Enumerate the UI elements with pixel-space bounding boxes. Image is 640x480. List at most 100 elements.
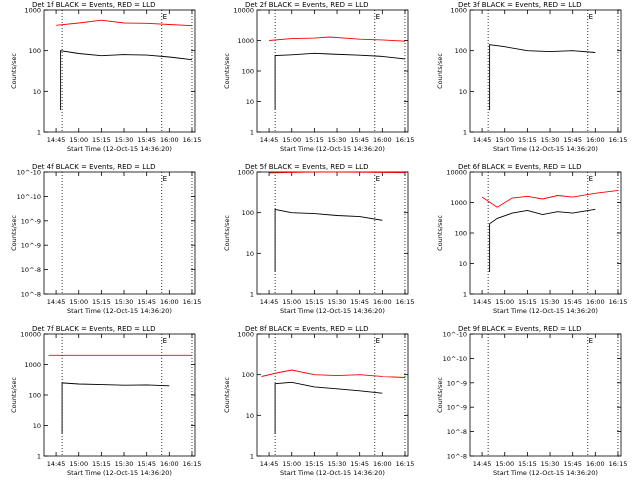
x-tick-label: 15:00 xyxy=(69,460,88,468)
y-axis-label: Counts/sec xyxy=(10,53,18,89)
y-tick-label: 10000 xyxy=(446,169,467,177)
y-tick-label: 10^-8 xyxy=(21,291,41,299)
plot-frame xyxy=(43,333,196,457)
y-tick-label: 10^-10 xyxy=(17,193,41,201)
x-axis-label: Start Time (12-Oct-15 14:36:20) xyxy=(280,469,385,477)
chart-title: Det 8f BLACK = Events, RED = LLD xyxy=(245,325,368,333)
x-tick-label: 15:45 xyxy=(563,136,582,144)
y-tick-label: 100 xyxy=(242,371,254,379)
chart-title: Det 2f BLACK = Events, RED = LLD xyxy=(245,1,368,9)
x-tick-label: 14:45 xyxy=(47,136,66,144)
y-tick-label: 100 xyxy=(242,68,254,76)
event-marker-label: E xyxy=(376,13,380,21)
events-series-line xyxy=(489,208,596,272)
x-tick-label: 16:00 xyxy=(160,298,179,306)
detector-chart: Det 3f BLACK = Events, RED = LLD 1 10 100 10… xyxy=(436,1,627,153)
y-tick-label: 1 xyxy=(250,129,254,137)
plot-frame xyxy=(256,9,409,133)
x-tick-label: 16:00 xyxy=(373,460,392,468)
x-tick-label: 14:45 xyxy=(473,298,492,306)
x-tick-label: 14:45 xyxy=(47,298,66,306)
lld-series-line xyxy=(56,19,193,27)
y-tick-label: 10^-10 xyxy=(443,331,467,339)
plot-frame xyxy=(43,171,196,295)
x-tick-label: 16:00 xyxy=(160,136,179,144)
x-tick-label: 16:15 xyxy=(609,460,628,468)
y-axis-label: Counts/sec xyxy=(223,53,231,89)
x-tick-label: 16:00 xyxy=(373,136,392,144)
x-tick-label: 16:00 xyxy=(373,298,392,306)
x-tick-label: 15:15 xyxy=(518,136,537,144)
lld-series-line xyxy=(269,171,406,174)
x-tick-label: 15:30 xyxy=(541,136,560,144)
y-tick-label: 10 xyxy=(246,412,254,420)
event-marker-label: E xyxy=(589,175,593,183)
event-marker-label: E xyxy=(376,337,380,345)
x-tick-label: 16:00 xyxy=(586,136,605,144)
y-axis-label: Counts/sec xyxy=(10,377,18,413)
x-tick-label: 16:15 xyxy=(183,298,202,306)
x-tick-label: 15:00 xyxy=(69,136,88,144)
events-series-line xyxy=(61,382,170,434)
plot-frame xyxy=(256,333,409,457)
x-tick-label: 15:00 xyxy=(282,136,301,144)
y-tick-label: 10 xyxy=(33,422,41,430)
y-tick-label: 1 xyxy=(250,291,254,299)
plot-frame xyxy=(469,333,622,457)
x-tick-label: 16:00 xyxy=(160,460,179,468)
x-tick-label: 15:45 xyxy=(350,460,369,468)
x-tick-label: 14:45 xyxy=(260,298,279,306)
y-tick-label: 10^-8 xyxy=(447,428,467,436)
detector-chart: Det 1f BLACK = Events, RED = LLD 1 10 100 10… xyxy=(10,1,201,153)
y-tick-label: 1000 xyxy=(450,7,467,15)
y-tick-label: 10^-10 xyxy=(17,169,41,177)
events-series-line xyxy=(60,50,193,110)
y-tick-label: 10^-8 xyxy=(21,266,41,274)
y-tick-label: 10^-9 xyxy=(447,404,467,412)
event-marker-label: E xyxy=(589,13,593,21)
y-tick-label: 1 xyxy=(37,453,41,461)
x-tick-label: 15:15 xyxy=(305,298,324,306)
y-tick-label: 100 xyxy=(29,47,41,55)
event-marker-label: E xyxy=(376,175,380,183)
x-tick-label: 15:30 xyxy=(115,298,134,306)
events-series-line xyxy=(274,52,406,110)
x-tick-label: 16:15 xyxy=(396,460,415,468)
x-tick-label: 15:15 xyxy=(92,298,111,306)
x-tick-label: 16:15 xyxy=(396,136,415,144)
y-tick-label: 10^-10 xyxy=(443,355,467,363)
chart-title: Det 3f BLACK = Events, RED = LLD xyxy=(458,1,581,9)
x-axis-label: Start Time (12-Oct-15 14:36:20) xyxy=(67,307,172,315)
y-tick-label: 100 xyxy=(455,230,467,238)
y-tick-label: 100 xyxy=(29,392,41,400)
y-axis-label: Counts/sec xyxy=(223,215,231,251)
x-tick-label: 15:15 xyxy=(92,460,111,468)
x-tick-label: 15:45 xyxy=(137,298,156,306)
y-tick-label: 10 xyxy=(246,250,254,258)
x-tick-label: 15:45 xyxy=(563,460,582,468)
x-tick-label: 16:00 xyxy=(586,298,605,306)
x-tick-label: 16:15 xyxy=(183,136,202,144)
detector-chart: Det 7f BLACK = Events, RED = LLD 1 10 100 10… xyxy=(10,325,201,477)
plot-frame xyxy=(469,9,622,133)
y-tick-label: 10^-9 xyxy=(447,379,467,387)
x-tick-label: 16:00 xyxy=(586,460,605,468)
x-tick-label: 15:30 xyxy=(115,136,134,144)
x-tick-label: 16:15 xyxy=(183,460,202,468)
y-tick-label: 10 xyxy=(459,260,467,268)
x-tick-label: 14:45 xyxy=(47,460,66,468)
y-axis-label: Counts/sec xyxy=(436,53,444,89)
y-tick-label: 100 xyxy=(455,47,467,55)
x-axis-label: Start Time (12-Oct-15 14:36:20) xyxy=(280,145,385,153)
y-tick-label: 10^-9 xyxy=(21,217,41,225)
plot-frame xyxy=(43,9,196,133)
x-tick-label: 16:15 xyxy=(396,298,415,306)
x-tick-label: 15:00 xyxy=(69,298,88,306)
events-series-line xyxy=(274,208,383,272)
lld-series-line xyxy=(481,189,619,208)
lld-series-line xyxy=(269,36,406,42)
x-tick-label: 15:15 xyxy=(518,298,537,306)
event-marker-label: E xyxy=(163,175,167,183)
lld-series-line xyxy=(261,369,406,378)
detector-chart: Det 9f BLACK = Events, RED = LLD 10^-8 10^… xyxy=(436,325,627,477)
